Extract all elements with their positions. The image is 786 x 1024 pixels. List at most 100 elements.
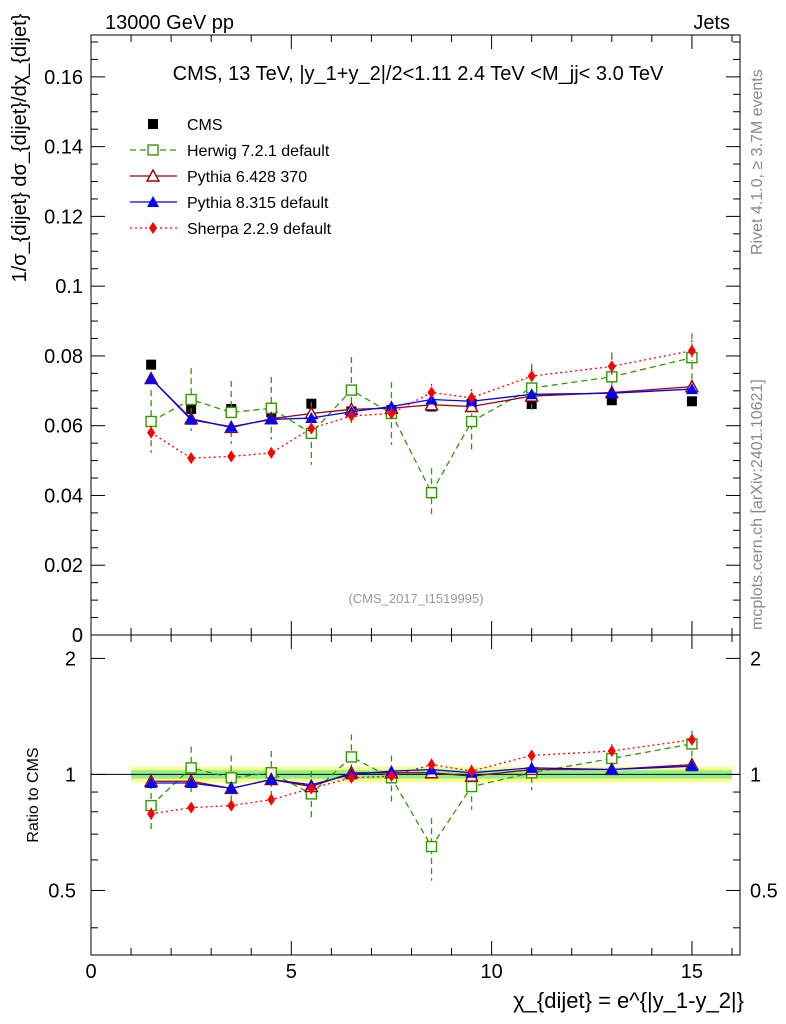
main-y-tick-label: 0 [72,625,83,647]
ratio-point-herwig-7-2-1-default [345,751,358,763]
x-tick-label: 15 [681,961,703,983]
main-y-tick-label: 0.04 [44,485,83,507]
legend-label-herwig-7-2-1-default: Herwig 7.2.1 default [187,143,330,160]
main-point-sherpa-2-2-9-default [527,370,536,383]
ratio-point-sherpa-2-2-9-default [687,733,696,746]
main-point-cms [606,395,617,406]
main-point-sherpa-2-2-9-default [267,446,276,459]
rivet-version-label: Rivet 4.1.0, ≥ 3.7M events [749,69,766,255]
ratio-point-herwig-7-2-1-default [465,780,478,793]
y-axis-title: 1/σ_{dijet} dσ_{dijet}/dχ_{dijet} [9,13,31,282]
main-y-tick-label: 0.16 [44,67,83,89]
main-point-sherpa-2-2-9-default [307,422,316,435]
ratio-point-sherpa-2-2-9-default [147,807,156,820]
main-point-pythia-8-315-default [305,412,318,424]
header-process-label: Jets [693,12,730,34]
main-point-sherpa-2-2-9-default [387,407,396,420]
main-y-tick-label: 0.02 [44,555,83,577]
ratio-axis-title: Ratio to CMS [25,747,42,842]
main-plot-panel: 0 0.02 0.04 0.06 0.08 0.1 0.12 0.14 0.16 CMS, 13… [9,13,741,647]
ratio-point-sherpa-2-2-9-default [307,782,316,795]
main-point-herwig-7-2-1-default [145,415,157,428]
legend-marker-cms [148,119,158,129]
legend-marker-pythia-6-428-370 [145,168,161,182]
ratio-y-tick-label-right: 0.5 [750,880,778,902]
legend-marker-sherpa-2-2-9-default [149,222,157,234]
legend-marker-herwig-7-2-1-default [147,144,159,156]
ratio-point-pythia-8-315-default [145,777,158,789]
main-y-tick-label: 0.08 [44,346,83,368]
mcplots-reference-label: mcplots.cern.ch [arXiv:2401.10621] [749,379,766,630]
main-point-sherpa-2-2-9-default [147,426,156,439]
main-point-herwig-7-2-1-default [425,486,438,499]
legend-label-sherpa-2-2-9-default: Sherpa 2.2.9 default [187,221,332,238]
main-point-sherpa-2-2-9-default [687,344,696,357]
main-line-sherpa-2-2-9-default [150,350,693,459]
ratio-point-sherpa-2-2-9-default [187,801,196,814]
ratio-line-pythia-8-315-default [151,765,692,790]
ratio-point-pythia-8-315-default [605,763,618,775]
ratio-y-tick-label: 0.5 [48,880,76,902]
main-point-sherpa-2-2-9-default [607,360,616,373]
main-point-pythia-8-315-default [605,387,618,399]
main-point-herwig-7-2-1-default [225,406,237,419]
ratio-y-tick-label-right: 2 [750,648,761,670]
legend-label-cms: CMS [187,117,223,134]
main-point-pythia-8-315-default [145,372,158,384]
legend-marker-pythia-8-315-default [147,196,159,207]
main-point-sherpa-2-2-9-default [187,452,196,465]
ratio-point-pythia-8-315-default [225,782,238,794]
ratio-point-sherpa-2-2-9-default [267,793,276,806]
main-point-pythia-8-315-default [525,388,538,400]
x-tick-label: 5 [286,961,297,983]
ratio-plot-frame [90,634,741,956]
main-point-sherpa-2-2-9-default [227,450,236,463]
ratio-point-sherpa-2-2-9-default [607,745,616,758]
main-point-sherpa-2-2-9-default [347,409,356,422]
plot-title: CMS, 13 TeV, |y_1+y_2|/2<1.11 2.4 TeV <M… [173,63,664,85]
ratio-point-sherpa-2-2-9-default [347,771,356,784]
ratio-point-sherpa-2-2-9-default [227,799,236,812]
main-point-sherpa-2-2-9-default [427,386,436,399]
main-y-tick-label: 0.1 [55,276,83,298]
ratio-y-tick-label-right: 1 [750,764,761,786]
ratio-point-pythia-8-315-default [185,777,198,789]
ratio-point-sherpa-2-2-9-default [427,758,436,771]
ratio-y-tick-label: 2 [65,648,76,670]
legend-label-pythia-6-428-370: Pythia 6.428 370 [187,169,307,186]
main-line-pythia-8-315-default [150,378,692,428]
ratio-point-herwig-7-2-1-default [425,840,438,853]
analysis-watermark: (CMS_2017_I1519995) [348,591,483,606]
legend: CMS Herwig 7.2.1 default Pythia 6.428 370 P… [130,117,332,238]
ratio-y-tick-label: 1 [65,764,76,786]
ratio-point-herwig-7-2-1-default [185,762,197,774]
main-line-herwig-7-2-1-default [150,357,693,495]
main-point-herwig-7-2-1-default [465,415,478,428]
main-point-pythia-8-315-default [385,400,398,412]
ratio-point-sherpa-2-2-9-default [387,770,396,783]
main-point-herwig-7-2-1-default [345,384,358,396]
main-point-pythia-8-315-default [185,413,198,425]
ratio-point-pythia-8-315-default [525,761,538,773]
main-point-sherpa-2-2-9-default [467,391,476,404]
main-point-cms [686,396,697,407]
main-point-cms [146,359,157,370]
ratio-plot-panel: 0.5 0.5 1 1 2 2 Ratio to CMS 0 5 10 15 χ_{dijet}… [25,634,778,1013]
x-axis-title: χ_{dijet} = e^{|y_1-y_2|} [513,988,744,1013]
main-point-pythia-8-315-default [265,413,278,425]
legend-label-pythia-8-315-default: Pythia 8.315 default [187,195,329,212]
main-y-tick-label: 0.12 [44,206,83,228]
header-energy-label: 13000 GeV pp [105,12,234,34]
main-y-tick-label: 0.06 [44,416,83,438]
ratio-point-sherpa-2-2-9-default [467,765,476,778]
ratio-point-pythia-8-315-default [265,773,278,785]
main-y-tick-label: 0.14 [44,137,83,159]
main-point-pythia-8-315-default [685,383,698,395]
ratio-point-sherpa-2-2-9-default [527,749,536,762]
ratio-point-pythia-8-315-default [685,760,698,772]
x-tick-label: 0 [85,961,96,983]
main-point-herwig-7-2-1-default [185,393,197,406]
x-tick-label: 10 [480,961,502,983]
main-point-pythia-8-315-default [225,420,238,432]
